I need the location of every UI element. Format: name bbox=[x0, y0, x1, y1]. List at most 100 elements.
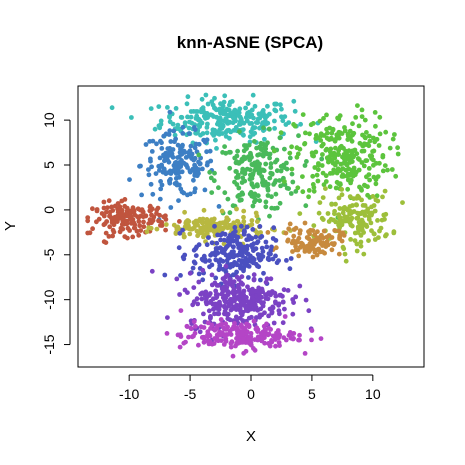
scatter-point bbox=[156, 218, 161, 224]
scatter-point bbox=[177, 292, 183, 297]
scatter-point bbox=[179, 151, 185, 157]
scatter-point bbox=[303, 297, 309, 303]
scatter-point bbox=[284, 185, 290, 191]
scatter-point bbox=[167, 146, 173, 151]
scatter-point bbox=[299, 240, 304, 246]
scatter-point bbox=[277, 292, 283, 298]
scatter-point bbox=[248, 253, 253, 259]
scatter-point bbox=[240, 331, 246, 337]
scatter-point bbox=[211, 306, 216, 312]
scatter-point bbox=[251, 318, 257, 324]
scatter-point bbox=[342, 251, 348, 257]
scatter-point bbox=[207, 264, 212, 270]
scatter-point bbox=[392, 132, 397, 137]
scatter-point bbox=[258, 140, 264, 146]
scatter-point bbox=[191, 333, 196, 339]
scatter-point bbox=[309, 150, 315, 156]
scatter-point bbox=[374, 193, 380, 199]
scatter-point bbox=[209, 190, 215, 196]
scatter-point bbox=[177, 219, 182, 224]
plot-frame bbox=[77, 85, 425, 368]
scatter-point bbox=[268, 327, 273, 332]
scatter-point bbox=[297, 283, 303, 289]
scatter-point bbox=[205, 338, 211, 344]
scatter-point bbox=[290, 238, 296, 244]
scatter-point bbox=[167, 109, 173, 115]
scatter-point bbox=[311, 223, 317, 229]
scatter-point bbox=[239, 324, 245, 330]
scatter-point bbox=[157, 196, 163, 202]
scatter-point bbox=[332, 211, 337, 217]
scatter-point bbox=[172, 132, 178, 138]
scatter-point bbox=[290, 311, 296, 317]
scatter-point bbox=[109, 204, 114, 210]
scatter-point bbox=[203, 296, 209, 302]
scatter-point bbox=[240, 132, 246, 138]
x-axis-label: X bbox=[246, 428, 256, 445]
scatter-point bbox=[242, 244, 247, 250]
scatter-point bbox=[181, 160, 187, 166]
scatter-point bbox=[395, 151, 401, 157]
scatter-point bbox=[149, 149, 155, 154]
scatter-point bbox=[300, 189, 306, 195]
scatter-point bbox=[201, 325, 207, 330]
scatter-point bbox=[146, 172, 152, 178]
x-tick-label: -10 bbox=[119, 386, 139, 402]
scatter-point bbox=[200, 228, 206, 234]
scatter-point bbox=[225, 196, 231, 202]
scatter-point bbox=[253, 234, 259, 240]
scatter-point bbox=[250, 294, 256, 300]
scatter-point bbox=[115, 209, 121, 215]
scatter-point bbox=[136, 219, 142, 224]
scatter-point bbox=[320, 195, 326, 201]
scatter-point bbox=[207, 258, 212, 263]
scatter-point bbox=[249, 218, 255, 223]
scatter-point bbox=[231, 262, 237, 268]
scatter-point bbox=[212, 105, 217, 111]
scatter-point bbox=[269, 171, 275, 177]
scatter-point bbox=[321, 182, 327, 188]
scatter-point bbox=[329, 130, 335, 136]
scatter-point bbox=[213, 288, 219, 294]
scatter-point bbox=[336, 195, 342, 201]
scatter-point bbox=[323, 147, 329, 153]
scatter-point bbox=[254, 145, 259, 151]
scatter-point bbox=[159, 182, 165, 188]
scatter-point bbox=[336, 222, 341, 228]
scatter-point bbox=[122, 203, 128, 209]
scatter-point bbox=[212, 326, 218, 332]
scatter-point bbox=[206, 219, 212, 225]
scatter-point bbox=[317, 200, 323, 206]
scatter-point bbox=[101, 213, 107, 219]
scatter-point bbox=[309, 328, 315, 333]
scatter-point bbox=[261, 270, 266, 276]
scatter-point bbox=[202, 187, 208, 193]
scatter-point bbox=[238, 116, 244, 122]
scatter-point bbox=[248, 337, 254, 342]
scatter-point bbox=[147, 204, 153, 210]
scatter-point bbox=[336, 251, 342, 257]
scatter-point bbox=[266, 313, 271, 319]
scatter-point bbox=[174, 276, 180, 282]
scatter-point bbox=[291, 227, 297, 232]
scatter-point bbox=[157, 155, 163, 161]
scatter-point bbox=[218, 237, 224, 243]
scatter-point bbox=[208, 158, 214, 164]
scatter-point bbox=[265, 181, 271, 187]
scatter-point bbox=[364, 130, 369, 135]
scatter-point bbox=[257, 224, 263, 229]
scatter-point bbox=[282, 114, 288, 119]
scatter-point bbox=[227, 165, 233, 171]
scatter-point bbox=[380, 154, 386, 160]
scatter-point bbox=[192, 189, 198, 195]
scatter-point bbox=[238, 121, 243, 127]
scatter-point bbox=[238, 265, 243, 271]
scatter-point bbox=[221, 248, 227, 254]
scatter-point bbox=[138, 228, 144, 233]
scatter-point bbox=[316, 210, 322, 216]
scatter-point bbox=[306, 188, 312, 193]
scatter-point bbox=[187, 270, 193, 276]
scatter-point bbox=[222, 333, 228, 339]
scatter-point bbox=[266, 341, 271, 346]
